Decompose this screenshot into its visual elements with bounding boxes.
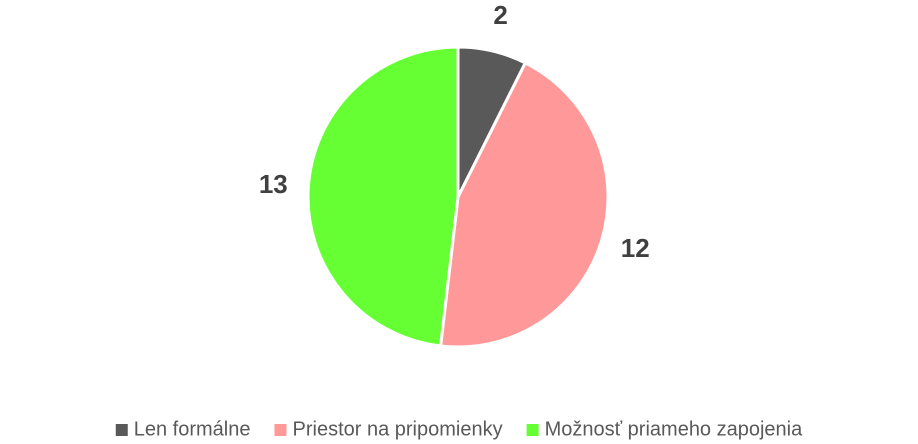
legend-swatch [115, 424, 128, 436]
legend-swatch [526, 424, 539, 436]
pie-slice [438, 60, 610, 349]
data-label: 13 [259, 169, 288, 199]
legend-label: Možnosť priameho zapojenia [545, 418, 804, 440]
legend-label: Len formálne [134, 418, 251, 440]
legend-label: Priestor na pripomienky [293, 418, 503, 440]
pie-slice [306, 45, 460, 348]
data-label: 2 [493, 0, 507, 30]
legend-swatch [274, 424, 287, 436]
data-label: 12 [621, 233, 650, 263]
